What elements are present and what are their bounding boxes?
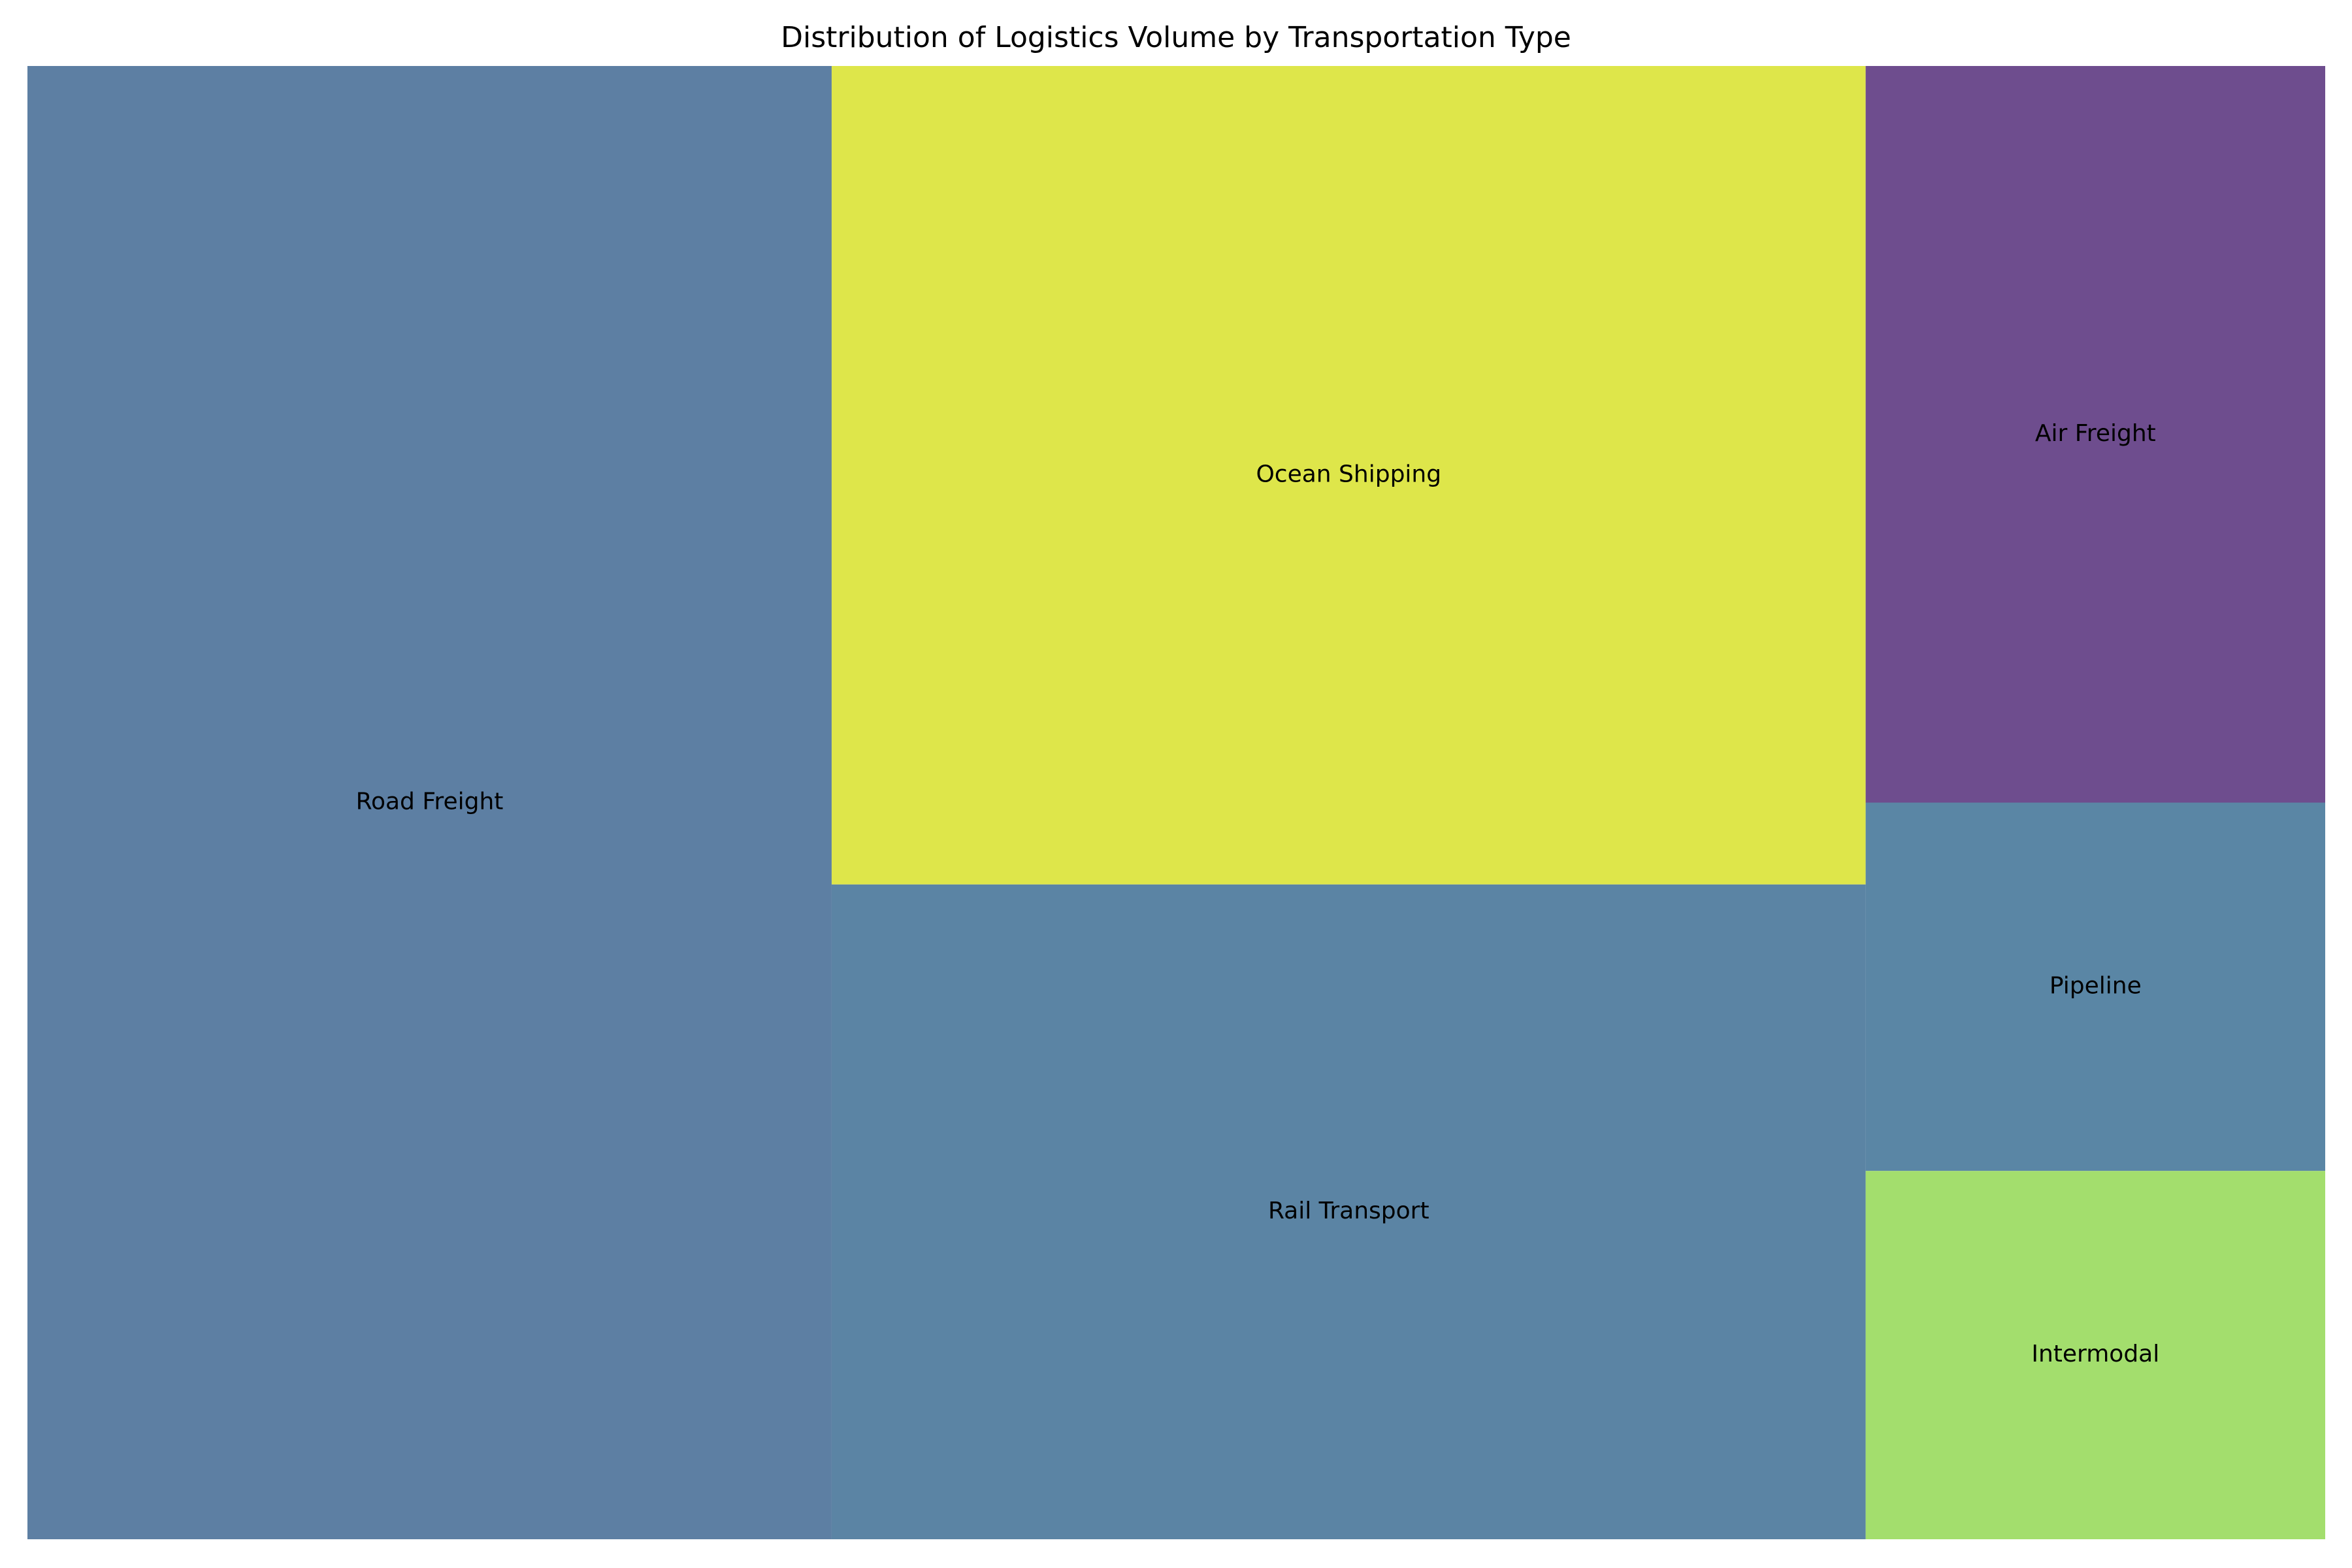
treemap-label-ocean-shipping: Ocean Shipping [1256,461,1441,487]
treemap-tile-air-freight [1865,66,2325,803]
chart-title: Distribution of Logistics Volume by Tran… [781,21,1571,54]
treemap-label-rail-transport: Rail Transport [1268,1198,1429,1224]
treemap-label-road-freight: Road Freight [356,789,504,815]
treemap-tile-rail-transport [831,884,1866,1539]
treemap-label-pipeline: Pipeline [2050,972,2142,999]
treemap-tile-pipeline [1865,802,2325,1171]
treemap-label-intermodal: Intermodal [2031,1341,2159,1367]
treemap-tile-road-freight [27,66,832,1539]
treemap-tile-intermodal [1865,1171,2325,1539]
treemap-label-air-freight: Air Freight [2035,420,2156,447]
treemap-tile-ocean-shipping [831,66,1866,885]
